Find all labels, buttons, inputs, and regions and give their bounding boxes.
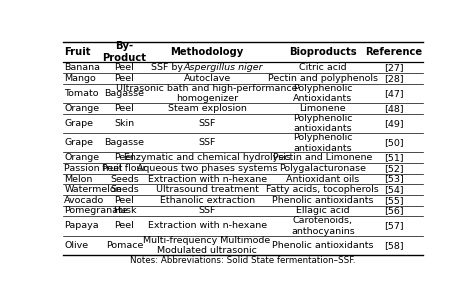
Text: Pectin and polyphenols: Pectin and polyphenols <box>268 74 378 83</box>
Text: Peel: Peel <box>115 221 134 230</box>
Text: [51]: [51] <box>384 153 403 162</box>
Text: Aqueous two phases systems: Aqueous two phases systems <box>137 164 277 173</box>
Text: Methodology: Methodology <box>171 47 244 57</box>
Text: Fruit: Fruit <box>64 47 91 57</box>
Text: Fatty acids, tocopherols: Fatty acids, tocopherols <box>266 185 379 194</box>
Text: Polygalacturonase: Polygalacturonase <box>279 164 366 173</box>
Text: Notes: Abbreviations: Solid State fermentation–SSF.: Notes: Abbreviations: Solid State fermen… <box>130 256 356 265</box>
Text: By-
Product: By- Product <box>102 41 146 63</box>
Text: Bagasse: Bagasse <box>104 89 145 98</box>
Text: Seeds: Seeds <box>110 185 139 194</box>
Text: Passion fruit: Passion fruit <box>64 164 123 173</box>
Text: Polyphenolic
Antioxidants: Polyphenolic Antioxidants <box>293 84 353 103</box>
Text: Limonene: Limonene <box>300 104 346 113</box>
Text: Reference: Reference <box>365 47 422 57</box>
Text: Papaya: Papaya <box>64 221 99 230</box>
Text: Peel flour: Peel flour <box>102 164 147 173</box>
Text: [53]: [53] <box>383 175 403 183</box>
Text: SSF: SSF <box>199 138 216 147</box>
Text: [58]: [58] <box>384 241 403 250</box>
Text: Phenolic antioxidants: Phenolic antioxidants <box>272 196 374 205</box>
Text: Peel: Peel <box>115 104 134 113</box>
Text: Avocado: Avocado <box>64 196 105 205</box>
Text: [48]: [48] <box>384 104 403 113</box>
Text: Pomace: Pomace <box>106 241 143 250</box>
Text: [28]: [28] <box>384 74 403 83</box>
Text: [27]: [27] <box>384 63 403 72</box>
Text: Bagasse: Bagasse <box>104 138 145 147</box>
Text: Orange: Orange <box>64 153 100 162</box>
Text: Grape: Grape <box>64 119 93 128</box>
Text: Ultrasound treatment: Ultrasound treatment <box>155 185 258 194</box>
Text: [57]: [57] <box>384 221 403 230</box>
Text: SSF: SSF <box>199 119 216 128</box>
Text: SSF by: SSF by <box>152 63 186 72</box>
Text: [50]: [50] <box>384 138 403 147</box>
Text: Ellagic acid: Ellagic acid <box>296 206 350 216</box>
Text: Husk: Husk <box>113 206 136 216</box>
Text: Pectin and Limonene: Pectin and Limonene <box>273 153 373 162</box>
Text: Banana: Banana <box>64 63 100 72</box>
Text: [47]: [47] <box>384 89 403 98</box>
Text: Seeds: Seeds <box>110 175 139 183</box>
Text: Polyphenolic
antioxidants: Polyphenolic antioxidants <box>293 133 353 153</box>
Text: Grape: Grape <box>64 138 93 147</box>
Text: Enzymatic and chemical hydrolysis: Enzymatic and chemical hydrolysis <box>124 153 291 162</box>
Text: [49]: [49] <box>384 119 403 128</box>
Text: Ultrasonic bath and high-performance
homogenizer: Ultrasonic bath and high-performance hom… <box>116 84 298 103</box>
Text: Peel: Peel <box>115 63 134 72</box>
Text: [52]: [52] <box>384 164 403 173</box>
Text: Phenolic antioxidants: Phenolic antioxidants <box>272 241 374 250</box>
Text: Skin: Skin <box>114 119 135 128</box>
Text: Olive: Olive <box>64 241 89 250</box>
Text: [55]: [55] <box>384 196 403 205</box>
Text: Peel: Peel <box>115 74 134 83</box>
Text: Watermelon: Watermelon <box>64 185 122 194</box>
Text: Carotenoids,
anthocyanins: Carotenoids, anthocyanins <box>291 216 355 235</box>
Text: Citric acid: Citric acid <box>299 63 346 72</box>
Text: Aspergillus niger: Aspergillus niger <box>183 63 263 72</box>
Text: Extraction with n-hexane: Extraction with n-hexane <box>147 175 267 183</box>
Text: Peel: Peel <box>115 153 134 162</box>
Text: Melon: Melon <box>64 175 93 183</box>
Text: Antioxidant oils: Antioxidant oils <box>286 175 359 183</box>
Text: Orange: Orange <box>64 104 100 113</box>
Text: Steam explosion: Steam explosion <box>168 104 246 113</box>
Text: Autoclave: Autoclave <box>183 74 231 83</box>
Text: Polyphenolic
antioxidants: Polyphenolic antioxidants <box>293 114 353 133</box>
Text: SSF: SSF <box>199 206 216 216</box>
Text: Tomato: Tomato <box>64 89 99 98</box>
Text: Peel: Peel <box>115 196 134 205</box>
Text: Extraction with n-hexane: Extraction with n-hexane <box>147 221 267 230</box>
Text: Multi-frequency Multimode
Modulated ultrasonic: Multi-frequency Multimode Modulated ultr… <box>144 235 271 255</box>
Text: Ethanolic extraction: Ethanolic extraction <box>160 196 255 205</box>
Text: [54]: [54] <box>384 185 403 194</box>
Text: Pomegranate: Pomegranate <box>64 206 128 216</box>
Text: Mango: Mango <box>64 74 96 83</box>
Text: [56]: [56] <box>384 206 403 216</box>
Text: Bioproducts: Bioproducts <box>289 47 356 57</box>
